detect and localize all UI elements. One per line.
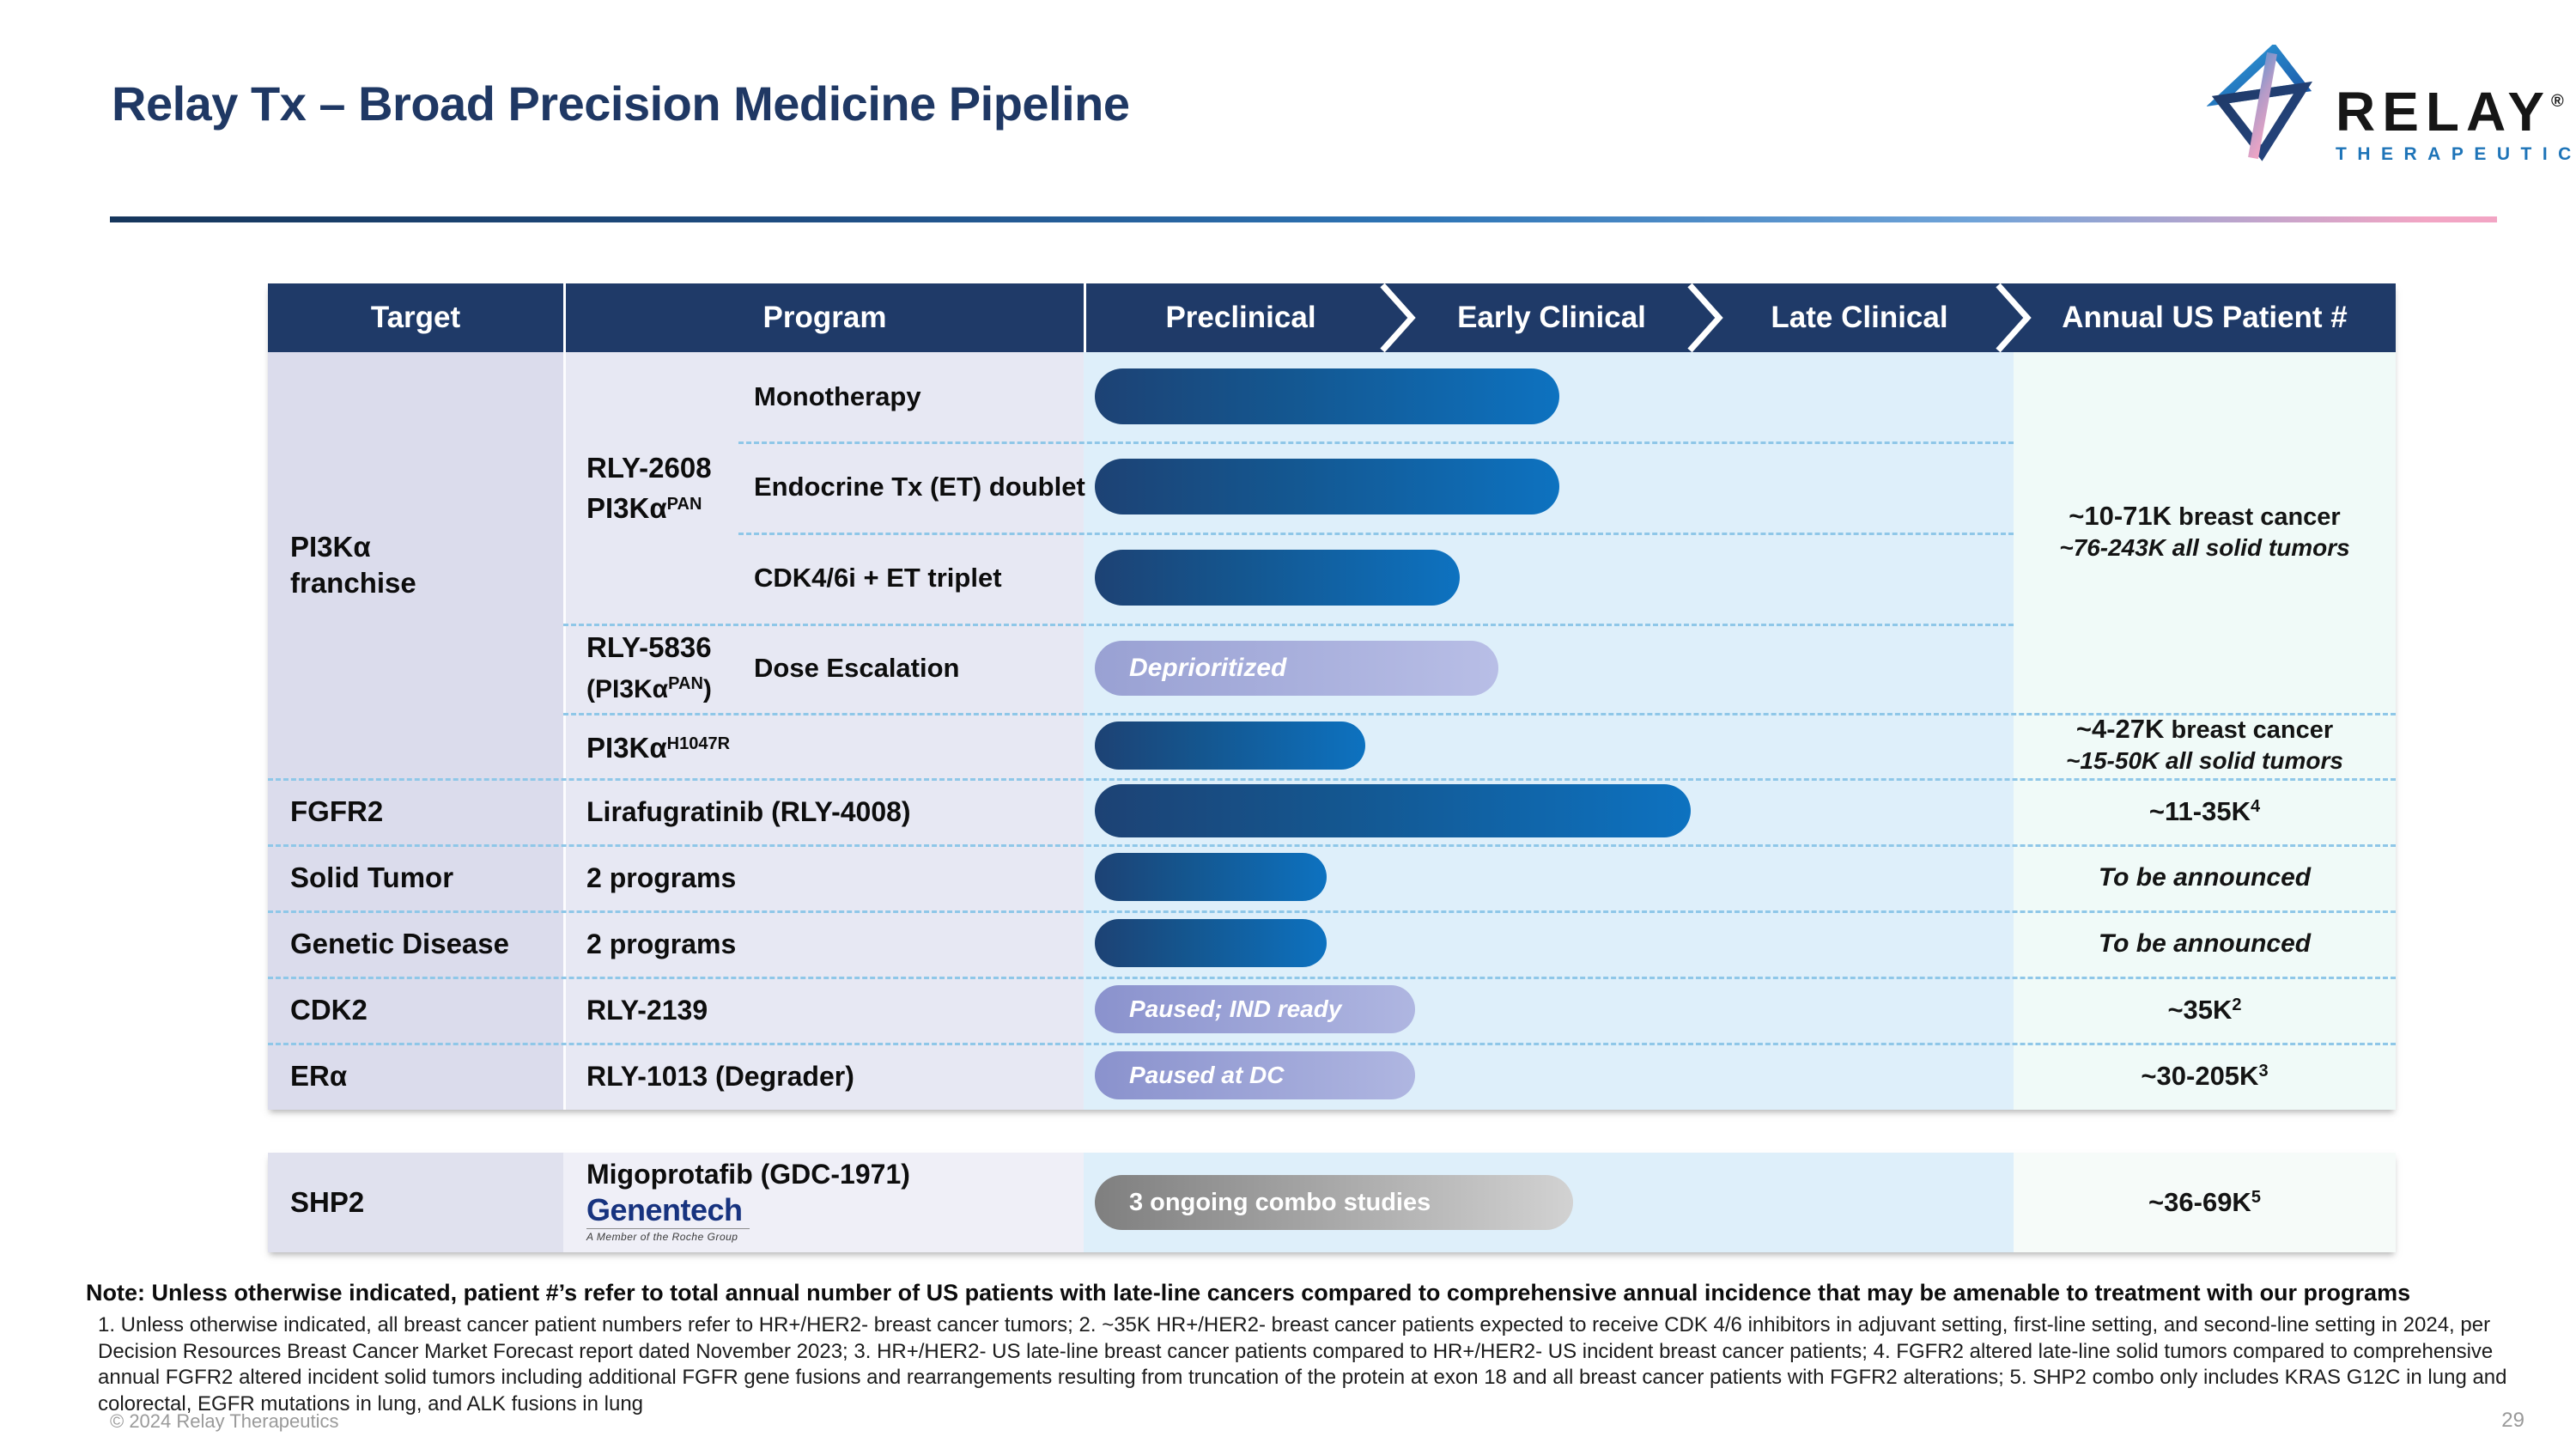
genentech-logo: Genentech A Member of the Roche Group	[586, 1194, 910, 1243]
target-cell-shp2: SHP2	[290, 1186, 365, 1218]
footnotes: 1. Unless otherwise indicated, all breas…	[98, 1313, 2507, 1416]
target-cell-solid-tumor: Solid Tumor	[290, 861, 454, 893]
relay-wordmark: RELAY®	[2336, 81, 2564, 143]
progress-bar-genetic-disease	[1095, 919, 1327, 967]
row-divider	[268, 844, 2396, 847]
row-divider	[738, 533, 2014, 535]
col-header-preclinical: Preclinical	[1165, 301, 1316, 334]
paused-at-dc-label: Paused at DC	[1129, 1062, 1285, 1088]
patient-cell-genetic-disease: To be announced	[2098, 928, 2312, 958]
program-cell-lirafugratinib: Lirafugratinib (RLY-4008)	[586, 795, 911, 827]
program-cell-rly5836: RLY-5836 (PI3KαPAN)	[586, 630, 712, 703]
progress-bar-fgfr2	[1095, 784, 1691, 837]
relay-logo: RELAY® THERAPEUTICS	[2207, 41, 2576, 170]
page-title: Relay Tx – Broad Precision Medicine Pipe…	[112, 76, 1130, 131]
target-cell-pi3ka-franchise: PI3Kα franchise	[290, 531, 416, 599]
row-divider	[563, 624, 2014, 626]
program-cell-rly2608: RLY-2608 PI3KαPAN	[586, 451, 712, 524]
deprioritized-label: Deprioritized	[1129, 654, 1287, 682]
target-column-bg	[268, 352, 563, 1110]
registered-mark: ®	[2551, 92, 2564, 111]
row-divider	[268, 1043, 2396, 1045]
progress-bar-et-doublet	[1095, 459, 1559, 514]
shp2-table: SHP2 Migoprotafib (GDC-1971) Genentech A…	[268, 1153, 2396, 1252]
progress-bar-h1047r	[1095, 721, 1365, 770]
progress-bar-shp2: 3 ongoing combo studies	[1095, 1175, 1573, 1230]
patient-cell-solid-tumor: To be announced	[2098, 862, 2312, 892]
target-cell-era: ERα	[290, 1060, 348, 1092]
shp2-patient-bg	[2014, 1153, 2396, 1252]
shp2-target-bg	[268, 1153, 563, 1252]
title-divider	[110, 216, 2497, 222]
patient-cell-fgfr2: ~11-35K4	[2148, 795, 2261, 826]
copyright: © 2024 Relay Therapeutics	[110, 1410, 339, 1432]
subprogram-et-doublet: Endocrine Tx (ET) doublet	[754, 472, 1085, 502]
row-divider	[268, 778, 2396, 781]
target-program-divider	[563, 352, 566, 1110]
header-chevron-separators	[1380, 283, 2032, 352]
progress-bar-cdk46-triplet	[1095, 550, 1460, 606]
row-divider	[563, 713, 2396, 715]
paused-ind-ready-label: Paused; IND ready	[1129, 995, 1342, 1022]
row-divider	[268, 910, 2396, 913]
program-cell-genetic-2programs: 2 programs	[586, 928, 737, 959]
shp2-combo-label: 3 ongoing combo studies	[1129, 1188, 1431, 1216]
subprogram-monotherapy: Monotherapy	[754, 381, 921, 411]
progress-bar-era: Paused at DC	[1095, 1051, 1415, 1099]
subprogram-cdk46-triplet: CDK4/6i + ET triplet	[754, 563, 1002, 593]
patient-cell-cdk2: ~35K2	[2167, 994, 2242, 1025]
patient-column-bg	[2014, 352, 2396, 1110]
header-phases-bg	[1086, 283, 2396, 352]
therapeutics-wordmark: THERAPEUTICS	[2336, 144, 2576, 164]
target-cell-genetic-disease: Genetic Disease	[290, 927, 509, 959]
col-header-early-clinical: Early Clinical	[1457, 301, 1646, 334]
patient-cell-h1047r: ~4-27K breast cancer ~15-50K all solid t…	[2066, 714, 2343, 774]
progress-bar-monotherapy	[1095, 368, 1559, 424]
progress-bar-dose-escalation: Deprioritized	[1095, 641, 1498, 696]
target-cell-fgfr2: FGFR2	[290, 795, 384, 827]
program-cell-h1047r: PI3KαH1047R	[586, 731, 731, 764]
program-column-bg	[563, 352, 1084, 1110]
program-cell-solid-2programs: 2 programs	[586, 861, 737, 893]
col-header-patient: Annual US Patient #	[2062, 301, 2348, 334]
shp2-program-bg	[563, 1153, 1084, 1252]
patient-cell-pi3ka: ~10-71K breast cancer ~76-243K all solid…	[2059, 501, 2350, 561]
program-cell-rly1013: RLY-1013 (Degrader)	[586, 1061, 854, 1092]
col-header-program: Program	[762, 301, 887, 334]
col-header-target: Target	[370, 301, 461, 334]
target-cell-cdk2: CDK2	[290, 993, 368, 1026]
progress-bar-cdk2: Paused; IND ready	[1095, 985, 1415, 1033]
header-target-bg	[268, 283, 563, 352]
header-program-bg	[566, 283, 1084, 352]
patient-cell-shp2: ~36-69K5	[2148, 1187, 2261, 1217]
col-header-late-clinical: Late Clinical	[1771, 301, 1948, 334]
bold-note: Note: Unless otherwise indicated, patien…	[86, 1280, 2411, 1306]
row-divider	[268, 977, 2396, 979]
page-number: 29	[2501, 1409, 2524, 1432]
relay-star-icon	[2207, 45, 2313, 161]
pipeline-table: Target Program Preclinical Early Clinica…	[268, 283, 2396, 1110]
progress-bar-solid-tumor	[1095, 853, 1327, 901]
program-cell-migoprotafib: Migoprotafib (GDC-1971) Genentech A Memb…	[586, 1159, 910, 1243]
patient-cell-era: ~30-205K3	[2141, 1061, 2269, 1091]
program-cell-rly2139: RLY-2139	[586, 994, 708, 1026]
subprogram-dose-escalation: Dose Escalation	[754, 653, 960, 683]
row-divider	[738, 441, 2014, 444]
